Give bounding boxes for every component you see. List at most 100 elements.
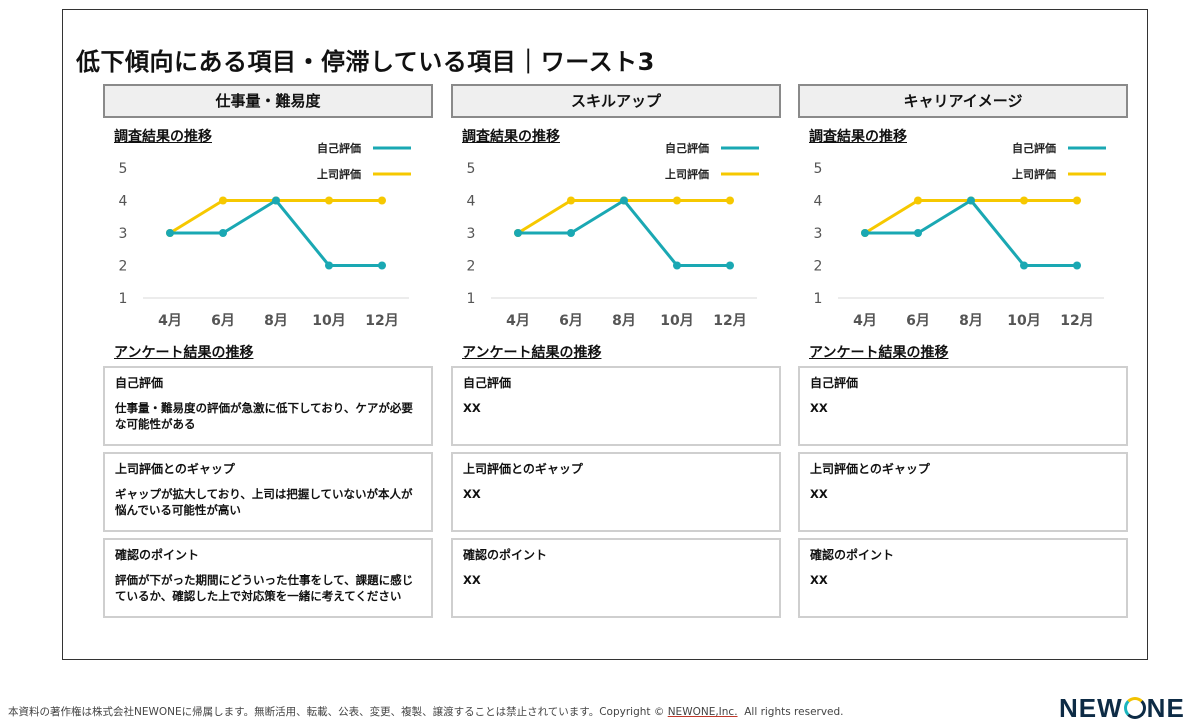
footer-rights: All rights reserved. [744, 706, 844, 718]
box-label: 確認のポイント [115, 548, 200, 562]
check-point-box: 確認のポイント評価が下がった期間にどういった仕事をして、課題に感じているか、確認… [103, 538, 433, 618]
box-body-text: XX [810, 573, 828, 587]
box-label: 確認のポイント [463, 548, 548, 562]
box-body-text: XX [463, 401, 481, 415]
box-body-text: ギャップが拡大しており、上司は把握していないが本人が悩んでいる可能性が高い [115, 487, 413, 517]
legend-boss-label: 上司評価 [317, 167, 361, 181]
newone-logo: NEW NE [1059, 693, 1185, 723]
box-label: 自己評価 [115, 376, 164, 390]
logo-text-right: NE [1146, 693, 1185, 723]
box-body-text: 評価が下がった期間にどういった仕事をして、課題に感じているか、確認した上で対応策… [115, 573, 414, 603]
boss-evaluation-point [378, 196, 386, 205]
self-evaluation-box: 自己評価仕事量・難易度の評価が急激に低下しており、ケアが必要な可能性がある [103, 366, 433, 446]
self-evaluation-point [673, 261, 681, 270]
legend-self-label: 自己評価 [1012, 141, 1056, 155]
self-evaluation-box: 自己評価 XX [798, 366, 1128, 446]
x-tick-label: 10月 [1007, 313, 1040, 329]
boss-evaluation-point [914, 196, 922, 205]
gap-box: 上司評価とのギャップ XX [451, 452, 781, 532]
boss-evaluation-point [325, 196, 333, 205]
box-label: 自己評価 [810, 376, 859, 390]
y-tick-label: 3 [119, 226, 128, 242]
legend-self-label: 自己評価 [665, 141, 709, 155]
x-tick-label: 8月 [612, 313, 636, 329]
x-tick-label: 8月 [264, 313, 288, 329]
logo-text-left: NEW [1059, 693, 1123, 723]
box-body-text: XX [810, 401, 828, 415]
y-tick-label: 3 [814, 226, 823, 242]
boss-evaluation-point [567, 196, 575, 205]
box-body-text: XX [463, 487, 481, 501]
check-point-box: 確認のポイント XX [798, 538, 1128, 618]
column-header: キャリアイメージ [798, 84, 1128, 118]
self-evaluation-point [514, 229, 522, 237]
x-tick-label: 10月 [660, 313, 693, 329]
chart-section-title: 調査結果の推移 [462, 129, 560, 145]
self-evaluation-point [166, 229, 174, 237]
y-tick-label: 1 [119, 291, 128, 307]
x-tick-label: 12月 [365, 313, 398, 329]
boss-evaluation-line [169, 199, 382, 235]
legend-boss-label: 上司評価 [1012, 167, 1056, 181]
y-tick-label: 2 [814, 259, 823, 275]
boss-evaluation-line [864, 199, 1077, 235]
y-tick-label: 5 [119, 161, 128, 177]
x-tick-label: 10月 [312, 313, 345, 329]
survey-section-title: アンケート結果の推移 [462, 345, 602, 361]
self-evaluation-point [567, 229, 575, 237]
logo-ring-icon [1123, 697, 1146, 719]
y-tick-label: 5 [467, 161, 476, 177]
self-evaluation-point [378, 261, 386, 270]
gap-box: 上司評価とのギャップギャップが拡大しており、上司は把握していないが本人が悩んでい… [103, 452, 433, 532]
box-body-text: XX [463, 573, 481, 587]
box-label: 上司評価とのギャップ [463, 462, 583, 476]
column-workload: 仕事量・難易度 調査結果の推移 1 2 3 4 5 4月 6月 8月 10月 12月 自己評価 上司評価ア… [103, 84, 433, 632]
footer-company: NEWONE,Inc. [667, 706, 738, 718]
self-evaluation-point [272, 196, 280, 205]
self-evaluation-point [325, 261, 333, 270]
chart-section-title: 調査結果の推移 [809, 129, 907, 145]
copyright-mark: © [653, 706, 665, 718]
box-label: 確認のポイント [810, 548, 895, 562]
x-tick-label: 4月 [506, 313, 530, 329]
chart-section-title: 調査結果の推移 [114, 129, 212, 145]
x-tick-label: 4月 [853, 313, 877, 329]
x-tick-label: 6月 [211, 313, 235, 329]
gap-box: 上司評価とのギャップ XX [798, 452, 1128, 532]
self-evaluation-point [1020, 261, 1028, 270]
self-evaluation-point [967, 196, 975, 205]
y-tick-label: 3 [467, 226, 476, 242]
self-evaluation-point [1073, 261, 1081, 270]
legend-self-label: 自己評価 [317, 141, 361, 155]
x-tick-label: 6月 [559, 313, 583, 329]
boss-evaluation-point [673, 196, 681, 205]
survey-section-title: アンケート結果の推移 [809, 345, 949, 361]
box-label: 自己評価 [463, 376, 512, 390]
box-body-text: XX [810, 487, 828, 501]
boss-evaluation-point [1020, 196, 1028, 205]
box-label: 上司評価とのギャップ [115, 462, 235, 476]
self-evaluation-point [726, 261, 734, 270]
y-tick-label: 4 [467, 194, 476, 210]
boss-evaluation-point [1073, 196, 1081, 205]
self-evaluation-line [170, 199, 382, 267]
box-body-text: 仕事量・難易度の評価が急激に低下しており、ケアが必要な可能性がある [115, 401, 413, 431]
x-tick-label: 6月 [906, 313, 930, 329]
column-header: 仕事量・難易度 [103, 84, 433, 118]
column-career-image: キャリアイメージ 調査結果の推移 1 2 3 4 5 4月 6月 8月 10月 12月 自己評価 上司評価… [798, 84, 1128, 632]
x-tick-label: 4月 [158, 313, 182, 329]
y-tick-label: 4 [814, 194, 823, 210]
self-evaluation-point [861, 229, 869, 237]
box-label: 上司評価とのギャップ [810, 462, 930, 476]
y-tick-label: 5 [814, 161, 823, 177]
column-header: スキルアップ [451, 84, 781, 118]
footer-text: 本資料の著作権は株式会社NEWONEに帰属します。無断活用、転載、公表、変更、複… [8, 706, 651, 718]
column-skillup: スキルアップ 調査結果の推移 1 2 3 4 5 4月 6月 8月 10月 12月 自己評価 上司評価 アン… [451, 84, 781, 632]
y-tick-label: 2 [119, 259, 128, 275]
boss-evaluation-line [517, 199, 730, 235]
self-evaluation-box: 自己評価 XX [451, 366, 781, 446]
y-tick-label: 4 [119, 194, 128, 210]
y-tick-label: 2 [467, 259, 476, 275]
self-evaluation-point [620, 196, 628, 205]
